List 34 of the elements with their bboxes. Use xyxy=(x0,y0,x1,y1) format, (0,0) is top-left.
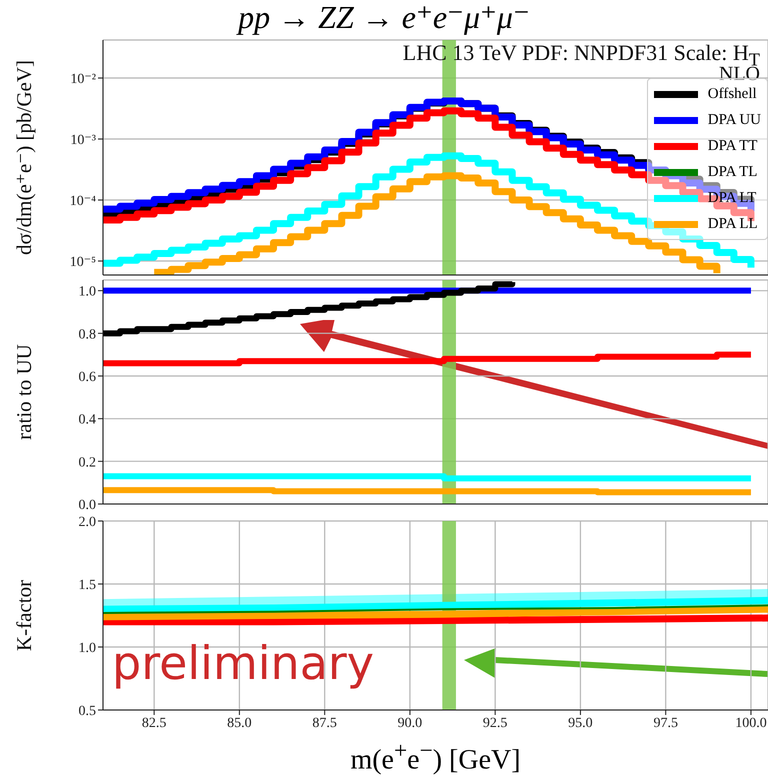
y-tick-label: 0.5 xyxy=(78,704,96,719)
x-tick-label: 90.0 xyxy=(398,716,422,731)
x-tick-label: 100.0 xyxy=(735,716,767,731)
legend-label: Offshell xyxy=(708,86,757,102)
y-axis-title: K-factor xyxy=(12,580,36,652)
x-tick-label: 87.5 xyxy=(312,716,337,731)
y-axis-title: dσ/dm(e⁺e⁻) [pb/GeV] xyxy=(12,60,36,256)
y-tick-label: 10⁻⁵ xyxy=(70,254,96,270)
y-tick-label: 0.6 xyxy=(78,370,96,385)
y-tick-label: 0.4 xyxy=(78,412,96,428)
x-tick-label: 95.0 xyxy=(568,716,593,731)
legend-label: DPA TL xyxy=(708,164,758,180)
y-tick-label: 1.0 xyxy=(78,284,96,300)
y-tick-label: 10⁻² xyxy=(70,72,96,87)
x-tick-label: 82.5 xyxy=(142,716,166,731)
line-series xyxy=(103,604,768,614)
x-tick-label: 97.5 xyxy=(653,716,678,731)
y-tick-label: 1.0 xyxy=(78,640,96,656)
y-tick-label: 10⁻³ xyxy=(70,132,96,148)
y-tick-label: 0.0 xyxy=(78,498,96,513)
x-tick-label: 92.5 xyxy=(482,716,508,731)
y-tick-label: 2.0 xyxy=(78,514,96,530)
legend-label: DPA TT xyxy=(708,138,758,154)
chart-title: pp → ZZ → e⁺e⁻μ⁺μ⁻ xyxy=(235,0,531,36)
x-tick-label: 85.0 xyxy=(227,716,252,731)
legend-label: DPA UU xyxy=(708,112,761,128)
annotation: preliminary xyxy=(112,636,374,690)
y-tick-label: 1.5 xyxy=(78,578,96,593)
y-tick-label: 10⁻⁴ xyxy=(70,194,96,209)
y-axis-title: ratio to UU xyxy=(12,344,36,440)
y-tick-label: 0.2 xyxy=(78,455,96,470)
legend-label: DPA LL xyxy=(708,216,758,232)
x-axis-title: m(e$^{+}$e$^{−}$) [GeV] xyxy=(349,738,522,776)
y-tick-label: 0.8 xyxy=(78,327,96,342)
